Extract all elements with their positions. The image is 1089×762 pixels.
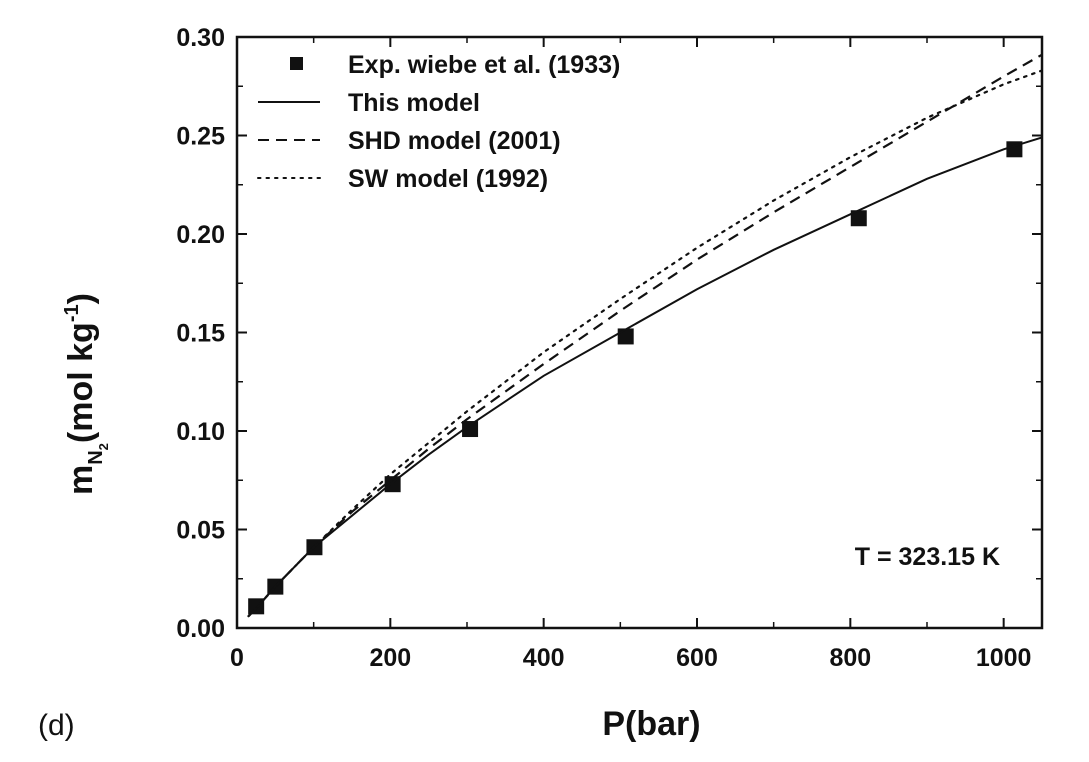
panel-label: (d) (38, 709, 75, 742)
data-point-square (462, 421, 479, 438)
y-tick-label: 0.00 (176, 615, 225, 643)
y-tick-label: 0.05 (176, 517, 225, 545)
series-line-sw-model-1992 (247, 69, 1042, 618)
temperature-annotation: T = 323.15 K (855, 543, 1000, 571)
legend: Exp. wiebe et al. (1933) This model SHD mo… (257, 51, 620, 193)
y-tick-label: 0.30 (176, 24, 225, 52)
legend-label: Exp. wiebe et al. (1933) (348, 51, 620, 79)
y-tick-label: 0.10 (176, 418, 225, 446)
x-tick-label: 0 (230, 644, 244, 672)
x-tick-label: 200 (369, 644, 411, 672)
axis-ticks: 0 200 400 600 800 1000 0.00 0.05 0.10 0.15 0.20 0.2… (176, 24, 1042, 672)
legend-label: This model (348, 89, 480, 117)
data-point-square (617, 328, 634, 345)
y-label-main: m (62, 465, 100, 495)
y-tick-label: 0.15 (176, 320, 225, 348)
y-label-unit-close: ) (62, 293, 100, 304)
x-tick-label: 600 (676, 644, 718, 672)
x-tick-label: 800 (829, 644, 871, 672)
x-axis-label: P(bar) (602, 705, 700, 743)
series-layer (247, 53, 1042, 618)
y-label-subsubscript: 2 (96, 443, 111, 450)
data-point-square (850, 210, 867, 227)
x-tick-label: 1000 (976, 644, 1032, 672)
y-axis-label: mN2(mol kg-1) (61, 293, 111, 495)
y-label-subscript: N (85, 450, 107, 464)
svg-text:mN2(mol kg-1): mN2(mol kg-1) (61, 293, 111, 495)
y-label-exponent: -1 (61, 304, 83, 322)
legend-label: SHD model (2001) (348, 127, 561, 155)
y-label-unit: (mol kg (62, 322, 100, 443)
x-tick-label: 400 (523, 644, 565, 672)
legend-label: SW model (1992) (348, 165, 548, 193)
y-tick-label: 0.20 (176, 221, 225, 249)
legend-swatch-square (290, 57, 303, 70)
y-tick-label: 0.25 (176, 123, 225, 151)
